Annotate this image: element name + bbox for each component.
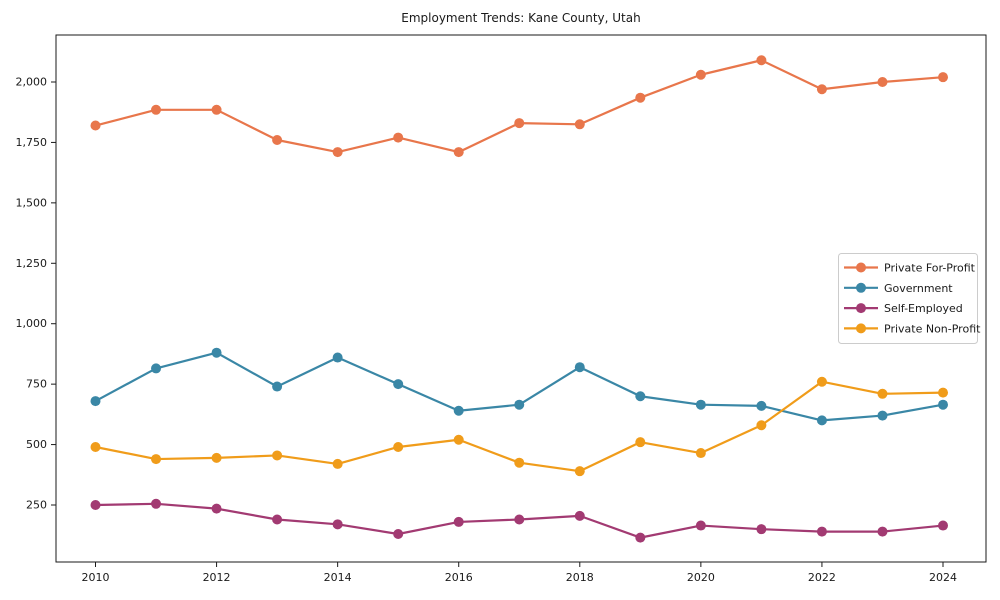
y-tick-label: 750 — [26, 378, 47, 391]
data-point-government-2011 — [151, 363, 162, 374]
data-point-self-employed-2019 — [635, 532, 646, 543]
legend-box — [838, 253, 978, 344]
data-point-private-for-profit-2013 — [272, 135, 283, 146]
data-point-self-employed-2013 — [272, 514, 283, 525]
data-point-private-for-profit-2015 — [393, 132, 404, 143]
data-point-private-non-profit-2019 — [635, 437, 646, 448]
data-point-self-employed-2016 — [453, 516, 464, 527]
x-tick-label: 2018 — [566, 571, 594, 584]
y-tick-label: 1,750 — [16, 136, 48, 149]
x-tick-label: 2010 — [82, 571, 110, 584]
data-point-government-2017 — [514, 399, 525, 410]
y-tick-label: 1,000 — [16, 317, 48, 330]
data-point-private-non-profit-2015 — [393, 441, 404, 452]
data-point-private-for-profit-2022 — [816, 84, 827, 95]
data-point-self-employed-2021 — [756, 524, 767, 535]
y-tick-label: 500 — [26, 438, 47, 451]
x-tick-label: 2024 — [929, 571, 957, 584]
data-point-private-for-profit-2021 — [756, 55, 767, 66]
legend-swatch-marker-government — [856, 282, 866, 293]
legend: Private For-Profit Government Self-Employe… — [838, 253, 981, 344]
data-point-private-non-profit-2012 — [211, 452, 222, 463]
legend-swatch-marker-private-for-profit — [856, 262, 866, 273]
data-point-self-employed-2018 — [574, 510, 585, 521]
chart-title: Employment Trends: Kane County, Utah — [401, 11, 640, 25]
data-point-private-for-profit-2011 — [151, 104, 162, 115]
x-tick-label: 2014 — [324, 571, 352, 584]
legend-label-private-non-profit: Private Non-Profit — [884, 322, 981, 335]
data-point-private-for-profit-2012 — [211, 104, 222, 115]
data-point-self-employed-2022 — [816, 526, 827, 537]
data-point-private-non-profit-2023 — [877, 388, 888, 399]
data-point-government-2021 — [756, 400, 767, 411]
data-point-self-employed-2015 — [393, 529, 404, 540]
axes-ticks: 250 500 750 1,000 1,250 1,500 1,750 2,000 2010 20… — [16, 76, 958, 584]
data-point-self-employed-2017 — [514, 514, 525, 525]
data-point-self-employed-2011 — [151, 498, 162, 509]
data-point-private-non-profit-2016 — [453, 434, 464, 445]
data-point-government-2020 — [695, 399, 706, 410]
data-point-private-non-profit-2021 — [756, 420, 767, 431]
data-point-private-non-profit-2011 — [151, 454, 162, 465]
data-point-private-non-profit-2022 — [816, 376, 827, 387]
data-point-government-2012 — [211, 347, 222, 358]
x-tick-label: 2020 — [687, 571, 715, 584]
y-tick-label: 2,000 — [16, 76, 48, 89]
data-point-private-for-profit-2010 — [90, 120, 101, 131]
data-point-private-for-profit-2017 — [514, 118, 525, 129]
data-point-government-2023 — [877, 410, 888, 421]
data-point-private-for-profit-2016 — [453, 147, 464, 158]
data-point-self-employed-2020 — [695, 520, 706, 531]
legend-label-self-employed: Self-Employed — [884, 302, 963, 315]
data-point-government-2024 — [938, 399, 949, 410]
x-tick-label: 2016 — [445, 571, 473, 584]
data-point-government-2022 — [816, 415, 827, 426]
legend-swatch-marker-private-non-profit — [856, 323, 866, 334]
data-point-government-2019 — [635, 391, 646, 402]
legend-swatch-marker-self-employed — [856, 303, 866, 314]
data-point-private-non-profit-2010 — [90, 441, 101, 452]
data-point-private-non-profit-2024 — [938, 387, 949, 398]
data-point-private-for-profit-2019 — [635, 92, 646, 103]
x-tick-label: 2022 — [808, 571, 836, 584]
series-layer — [90, 55, 949, 543]
legend-label-private-for-profit: Private For-Profit — [884, 262, 976, 275]
data-point-self-employed-2023 — [877, 526, 888, 537]
data-point-government-2018 — [574, 362, 585, 373]
data-point-self-employed-2014 — [332, 519, 343, 530]
axes-spines — [55, 34, 987, 563]
y-tick-label: 1,250 — [16, 257, 48, 270]
data-point-government-2010 — [90, 396, 101, 407]
y-tick-label: 250 — [26, 499, 47, 512]
data-point-government-2014 — [332, 352, 343, 363]
data-point-private-non-profit-2020 — [695, 448, 706, 459]
data-point-self-employed-2024 — [938, 520, 949, 531]
data-point-self-employed-2010 — [90, 500, 101, 510]
data-point-private-for-profit-2024 — [938, 72, 949, 83]
data-point-private-for-profit-2018 — [574, 119, 585, 130]
data-point-private-for-profit-2020 — [695, 69, 706, 80]
data-point-private-for-profit-2023 — [877, 77, 888, 88]
data-point-private-non-profit-2013 — [272, 450, 283, 461]
data-point-government-2016 — [453, 405, 464, 416]
data-point-government-2013 — [272, 381, 283, 392]
x-tick-label: 2012 — [203, 571, 231, 584]
data-point-self-employed-2012 — [211, 503, 222, 514]
plot-frame — [55, 34, 987, 563]
data-point-government-2015 — [393, 379, 404, 390]
data-point-private-non-profit-2017 — [514, 457, 525, 468]
data-point-private-non-profit-2018 — [574, 466, 585, 477]
legend-label-government: Government — [884, 282, 953, 295]
series-line-private-for-profit — [94, 59, 945, 154]
data-point-private-non-profit-2014 — [332, 458, 343, 469]
data-point-private-for-profit-2014 — [332, 147, 343, 158]
y-tick-label: 1,500 — [16, 196, 48, 209]
